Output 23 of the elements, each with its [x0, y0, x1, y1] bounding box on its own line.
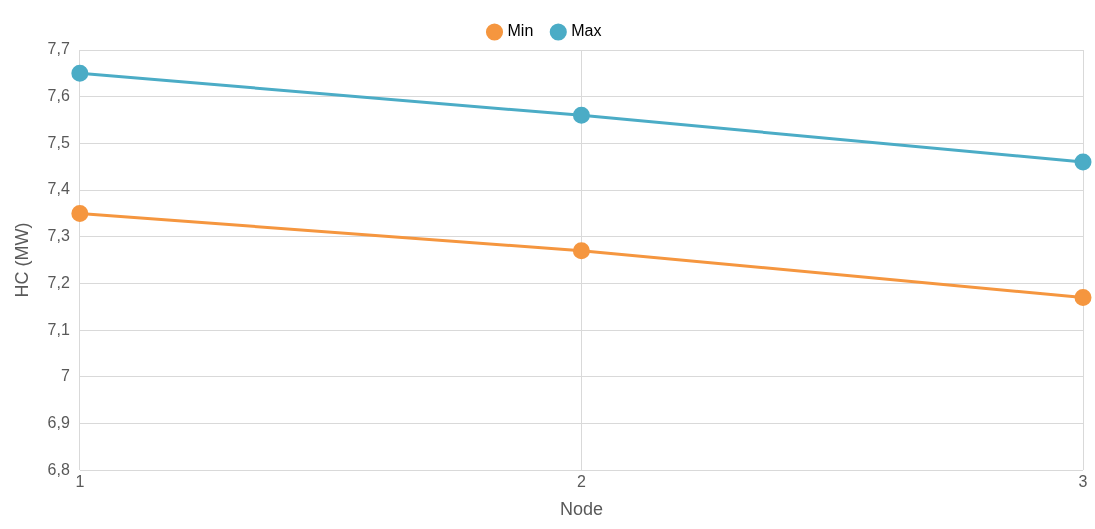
- x-tick-label: 3: [1078, 473, 1088, 491]
- y-tick-label: 7,1: [47, 320, 70, 338]
- point: [71, 204, 89, 222]
- x-tick-label: 1: [75, 473, 85, 491]
- y-tick-label: 6,9: [47, 413, 70, 431]
- point: [1074, 153, 1092, 171]
- y-tick-label: 7: [60, 367, 70, 385]
- point: [71, 64, 89, 82]
- legend-label: Min: [507, 22, 534, 40]
- y-tick-label: 7,2: [47, 273, 70, 291]
- y-tick-label: 7,4: [47, 180, 70, 198]
- y-axis-title: HC (MW): [11, 222, 32, 298]
- y-tick-label: 7,3: [47, 227, 70, 245]
- point: [572, 106, 590, 124]
- x-tick-label: 2: [576, 473, 586, 491]
- x-axis-title: Node: [559, 499, 603, 520]
- point: [1074, 288, 1092, 306]
- y-tick-label: 6,8: [47, 460, 70, 478]
- y-tick-label: 7,7: [47, 40, 70, 58]
- legend-label: Max: [571, 22, 602, 40]
- y-tick-label: 7,5: [47, 133, 70, 151]
- y-tick-label: 7,6: [47, 87, 70, 105]
- point: [572, 242, 590, 260]
